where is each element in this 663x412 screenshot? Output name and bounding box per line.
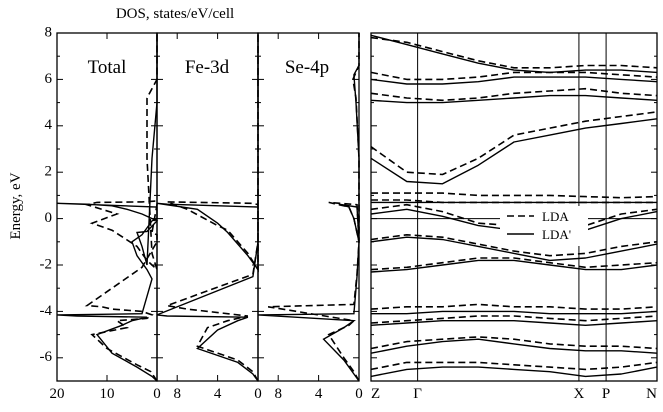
band-line-lda-prime (370, 236, 658, 262)
band-line-lda-prime (370, 34, 658, 74)
figure-y-axis-label: Energy, eV (8, 172, 24, 239)
legend-label: LDA' (542, 227, 571, 242)
dos-total-panel: -6 -4 -2 0 2 4 6 8 20 10 0 Total (40, 24, 161, 402)
band-line-lda (371, 192, 658, 199)
k-point-label: P (602, 386, 610, 402)
x-tick-label: 8 (274, 386, 282, 402)
y-tick-label: 6 (45, 71, 53, 87)
dos-series-lda (83, 33, 159, 382)
k-point-label: N (646, 386, 657, 402)
band-line-lda-prime (370, 259, 658, 273)
dos-panel-title: Total (88, 57, 127, 78)
band-line-lda (370, 36, 658, 69)
dos-panel-title: Fe-3d (185, 57, 230, 78)
band-line-lda (370, 234, 658, 257)
band-line-lda (370, 71, 658, 81)
dos-panel-title: Se-4p (285, 57, 329, 78)
y-tick-label: -6 (40, 349, 53, 365)
panel-frame (257, 32, 360, 382)
legend-background (500, 206, 588, 246)
x-tick-label: 0 (254, 386, 262, 402)
y-tick-label: 2 (45, 164, 53, 180)
band-legend: LDA LDA' (500, 206, 588, 246)
legend-label: LDA (542, 209, 569, 224)
band-line-lda (370, 257, 658, 271)
band-line-lda (370, 336, 658, 350)
y-tick-label: -4 (40, 303, 53, 319)
x-tick-label: 4 (214, 386, 222, 402)
band-line-lda-prime (370, 366, 658, 378)
figure-dos-title: DOS, states/eV/cell (116, 6, 234, 22)
band-line-lda (370, 361, 658, 371)
band-line-lda (370, 315, 658, 324)
y-tick-label: 8 (45, 24, 53, 40)
band-line-lda (370, 87, 658, 102)
y-tick-label: 4 (45, 117, 53, 133)
band-line-lda-prime (370, 338, 658, 354)
panel-frame (370, 32, 658, 382)
x-tick-label: 0 (355, 386, 363, 402)
y-tick-label: -2 (40, 256, 53, 272)
band-line-lda-prime (370, 94, 658, 104)
dos-series-lda-prime (56, 33, 159, 382)
dos-fe-3d-panel: 8 4 0 Fe-3d (156, 32, 262, 402)
dos-series-lda (267, 33, 360, 382)
band-line-lda-prime (371, 310, 658, 315)
x-tick-label: 8 (173, 386, 181, 402)
k-point-label: Γ (413, 386, 422, 402)
band-line-lda (370, 111, 658, 176)
x-tick-label: 10 (100, 386, 115, 402)
dos-se-4p-panel: 8 4 0 Se-4p (257, 32, 363, 402)
y-tick-label: 0 (45, 210, 53, 226)
band-line-lda (370, 303, 658, 310)
band-line-lda-prime (370, 118, 658, 185)
k-point-label: Z (371, 386, 380, 402)
dos-series-lda-prime (257, 33, 360, 382)
band-line-lda-prime (370, 320, 658, 326)
x-tick-label: 4 (315, 386, 323, 402)
x-tick-label: 0 (153, 386, 161, 402)
k-point-label: X (574, 386, 585, 402)
x-tick-label: 20 (50, 386, 65, 402)
band-line-lda-prime (370, 76, 658, 85)
